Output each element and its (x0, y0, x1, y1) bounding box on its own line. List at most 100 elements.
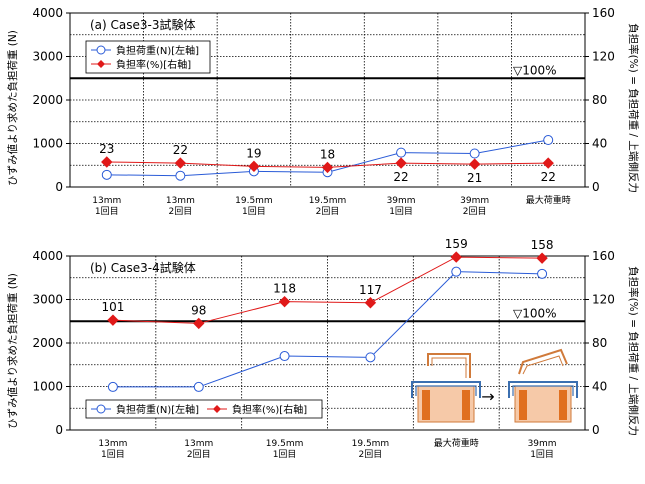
specimen-stud (559, 390, 567, 420)
category-label-line: 19.5mm (309, 196, 347, 206)
data-label: 22 (541, 170, 556, 184)
legend-label: 負担率(%)[右軸] (116, 58, 191, 71)
category-label-line: 19.5mm (266, 439, 304, 449)
left-axis-tick-label: 1000 (32, 380, 63, 394)
category-label: 19.5mm 1回目 (266, 439, 304, 460)
left-axis-tick-label: 1000 (32, 137, 63, 151)
specimen-channel-inner (415, 385, 477, 396)
category-label: 最大荷重時 (526, 194, 571, 206)
legend-label: 負担荷重(N)[左軸] (116, 44, 199, 57)
legend-box (85, 40, 211, 74)
category-label-line: 39mm (460, 196, 489, 206)
data-point-load (451, 266, 462, 277)
specimen-stud (462, 390, 470, 420)
right-axis-tick-label: 80 (592, 93, 607, 107)
data-point-ratio (542, 157, 554, 169)
category-label: 19.5mm 2回目 (352, 439, 390, 460)
data-label: 158 (531, 238, 554, 252)
data-label: 19 (246, 146, 261, 160)
series-line (112, 256, 543, 324)
category-label-line: 最大荷重時 (434, 437, 479, 449)
category-label-line: 1回目 (530, 449, 554, 460)
data-point-ratio (107, 314, 119, 326)
legend-marker (213, 405, 221, 413)
category-label: 最大荷重時 (434, 437, 479, 449)
data-point-ratio (193, 317, 205, 330)
data-label: 21 (467, 171, 482, 185)
data-point-load (543, 135, 554, 146)
data-point-load (365, 352, 376, 363)
chart-panel-a: ▽100% 0 1000 2000 3000 4000 0 40 80 120 160 ひずみ値より求… (6, 6, 640, 217)
data-point-load (107, 381, 118, 392)
category-label-line: 39mm (528, 439, 557, 449)
right-axis-tick-label: 40 (592, 137, 607, 151)
left-axis-tick-label: 0 (55, 423, 63, 437)
specimen-channel-inner (512, 385, 574, 396)
category-label-line: 1回目 (101, 449, 125, 460)
right-axis-tick-label: 120 (592, 293, 615, 307)
data-label: 101 (101, 300, 124, 314)
right-axis-tick-label: 120 (592, 50, 615, 64)
category-label-line: 2回目 (316, 206, 340, 217)
data-point-ratio (364, 297, 377, 309)
right-axis-tick-label: 0 (592, 423, 600, 437)
right-axis-tick-label: 80 (592, 336, 607, 350)
data-label: 117 (359, 283, 382, 297)
category-label-line: 2回目 (463, 206, 487, 217)
data-point-ratio (248, 160, 260, 173)
data-point-load (469, 148, 480, 159)
left-axis-tick-label: 0 (55, 180, 63, 194)
data-point-load (101, 169, 112, 180)
category-label-line: 19.5mm (352, 439, 390, 449)
category-label: 19.5mm 2回目 (309, 196, 347, 217)
specimen-channel (508, 381, 578, 398)
left-axis-tick-label: 2000 (32, 93, 63, 107)
category-label-line: 1回目 (95, 206, 119, 217)
category-label-line: 13mm (98, 439, 127, 449)
left-axis-tick-label: 2000 (32, 336, 63, 350)
legend-marker (96, 404, 106, 414)
data-point-load (537, 268, 548, 279)
category-label-line: 2回目 (359, 449, 383, 460)
series-line (112, 271, 543, 388)
category-label-line: 19.5mm (235, 196, 273, 206)
specimen-bracket (518, 348, 568, 375)
data-point-ratio (278, 295, 291, 308)
category-label: 13mm 1回目 (98, 439, 127, 460)
data-label: 118 (273, 282, 296, 296)
category-label-line: 13mm (92, 196, 121, 206)
reference-label: ▽100% (513, 63, 557, 77)
specimen-stud (519, 390, 527, 420)
category-label-line: 1回目 (389, 206, 413, 217)
specimen-channel (411, 381, 481, 398)
legend-label: 負担荷重(N)[左軸] (116, 403, 199, 416)
specimen-bracket (427, 353, 471, 378)
data-label: 22 (393, 170, 408, 184)
category-label: 13mm 1回目 (92, 196, 121, 217)
data-point-ratio (321, 161, 334, 174)
data-label: 22 (173, 143, 188, 157)
left-axis-title: ひずみ値より求めた負担荷重 (N) (6, 273, 19, 429)
left-axis-tick-label: 4000 (32, 6, 63, 20)
specimen-bracket-inner (431, 357, 467, 378)
specimen-bracket-inner (522, 355, 564, 375)
inset-illustration: → (411, 348, 578, 423)
right-axis-tick-label: 160 (592, 249, 615, 263)
category-label-line: 13mm (166, 196, 195, 206)
category-label: 13mm 2回目 (184, 439, 213, 460)
data-label: 18 (320, 147, 335, 161)
right-axis-tick-label: 160 (592, 6, 615, 20)
left-axis-tick-label: 3000 (32, 293, 63, 307)
data-label: 23 (99, 142, 114, 156)
category-label-line: 2回目 (187, 449, 211, 460)
reference-label: ▽100% (513, 306, 557, 320)
panel-label: (b) Case3-4試験体 (90, 260, 196, 275)
category-label: 13mm 2回目 (166, 196, 195, 217)
legend-marker (97, 60, 105, 68)
data-point-ratio (468, 158, 481, 170)
left-axis-tick-label: 4000 (32, 249, 63, 263)
category-label-line: 2回目 (168, 206, 192, 217)
legend-marker (96, 45, 106, 55)
